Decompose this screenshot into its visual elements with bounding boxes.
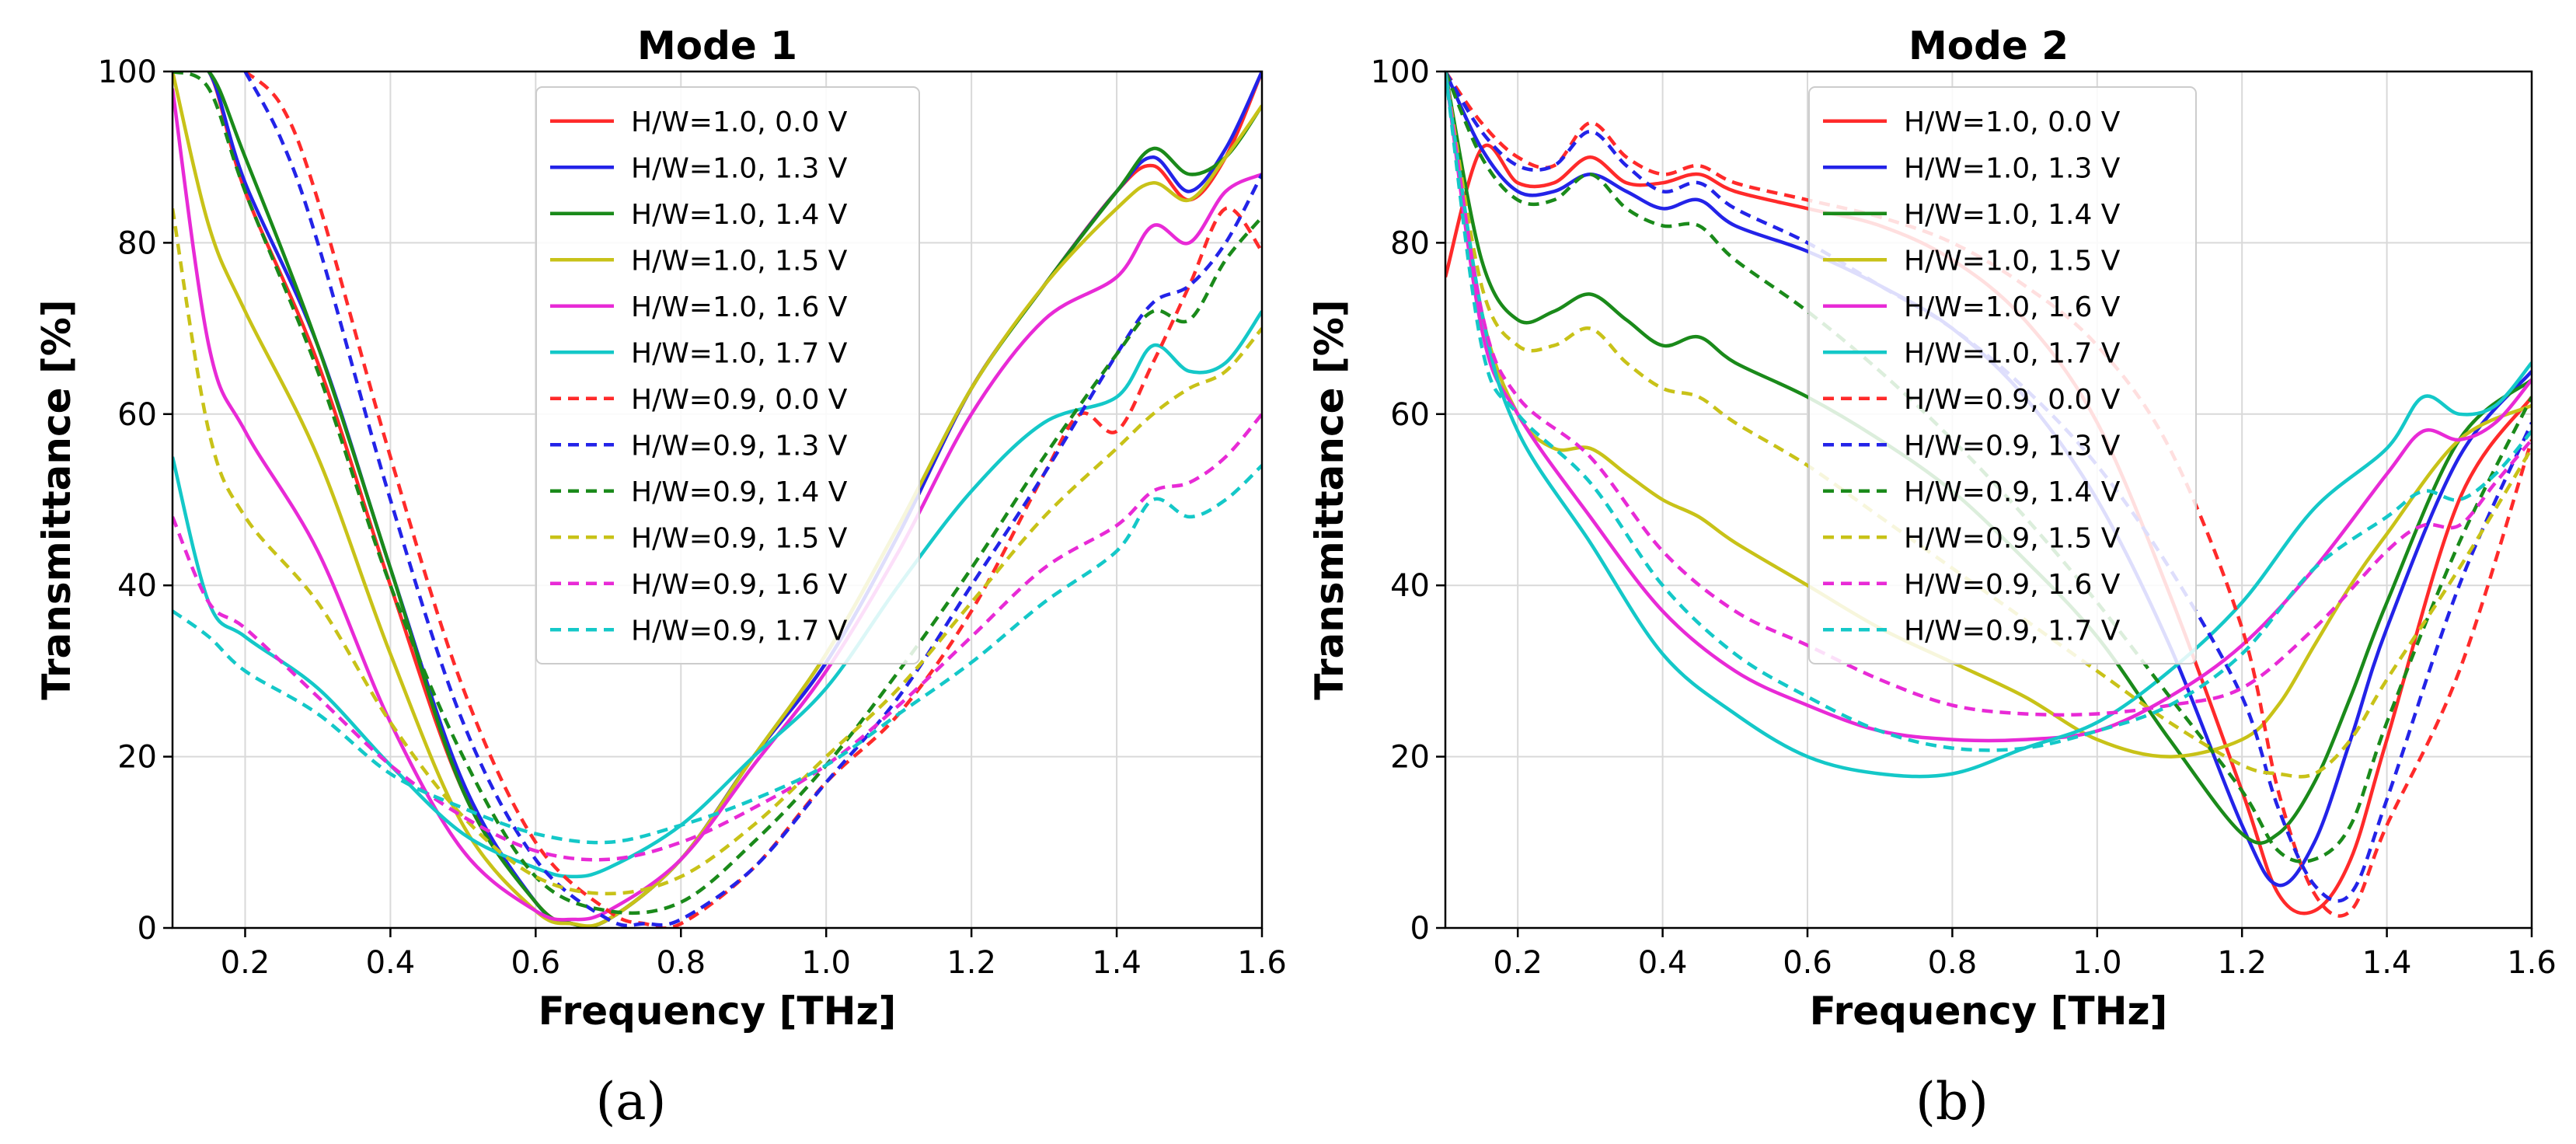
legend-entry-label: H/W=0.9, 1.5 V (1904, 522, 2121, 554)
y-axis-label: Transmittance [%] (34, 299, 79, 700)
legend-entry-label: H/W=0.9, 1.3 V (631, 430, 848, 462)
legend-entry-label: H/W=1.0, 1.5 V (1904, 245, 2121, 277)
y-tick-label: 20 (117, 740, 157, 776)
series-line-10 (173, 208, 1262, 896)
chart-title: Mode 1 (637, 23, 797, 68)
legend-entry-label: H/W=0.9, 1.7 V (631, 615, 848, 647)
legend-entry-label: H/W=0.9, 1.6 V (1904, 569, 2121, 601)
legend-entry-label: H/W=1.0, 1.7 V (631, 337, 848, 369)
x-tick-label: 1.0 (801, 945, 851, 981)
x-tick-label: 1.4 (1092, 945, 1142, 981)
y-tick-label: 0 (1410, 911, 1430, 947)
legend-entry-label: H/W=0.9, 1.5 V (631, 522, 848, 554)
legend-box (1808, 86, 2197, 664)
x-axis-label: Frequency [THz] (1810, 989, 2168, 1034)
series-line-10 (1445, 72, 2532, 779)
legend: H/W=1.0, 0.0 V H/W=1.0, 1.3 V H/W=1.0, 1.4… (535, 86, 920, 664)
series-line-12 (1445, 72, 2532, 752)
y-tick-label: 20 (1390, 740, 1430, 776)
legend: H/W=1.0, 0.0 V H/W=1.0, 1.3 V H/W=1.0, 1.4… (1808, 86, 2197, 664)
legend-entry-label: H/W=0.9, 1.7 V (1904, 615, 2121, 647)
y-axis-label: Transmittance [%] (1307, 299, 1352, 700)
x-tick-label: 1.0 (2072, 945, 2122, 981)
legend-entry-label: H/W=0.9, 1.4 V (631, 476, 848, 508)
legend-entry-label: H/W=1.0, 1.6 V (1904, 291, 2121, 323)
legend-entry-label: H/W=0.9, 1.4 V (1904, 476, 2121, 508)
legend-box (535, 86, 920, 664)
x-tick-label: 1.6 (2507, 945, 2557, 981)
x-axis-label: Frequency [THz] (539, 989, 897, 1034)
x-tick-label: 0.4 (366, 945, 416, 981)
legend-entry-label: H/W=0.9, 1.3 V (1904, 430, 2121, 462)
series-group (173, 72, 1262, 928)
y-tick-label: 40 (117, 568, 157, 604)
x-tick-label: 1.6 (1237, 945, 1287, 981)
x-tick-label: 1.4 (2362, 945, 2412, 981)
legend-entry-label: H/W=0.9, 1.6 V (631, 569, 848, 601)
x-tick-label: 0.4 (1638, 945, 1688, 981)
y-tick-label: 60 (1390, 397, 1430, 433)
y-tick-label: 0 (138, 911, 157, 947)
legend-entry-label: H/W=1.0, 1.6 V (631, 291, 848, 323)
y-tick-label: 100 (1371, 54, 1430, 90)
y-tick-label: 40 (1390, 568, 1430, 604)
y-tick-label: 60 (117, 397, 157, 433)
y-tick-label: 80 (117, 225, 157, 261)
legend-entry-label: H/W=1.0, 1.5 V (631, 245, 848, 277)
panel-label: (a) (596, 1072, 667, 1132)
legend-entry-label: H/W=1.0, 0.0 V (631, 106, 848, 138)
x-tick-label: 0.6 (1783, 945, 1832, 981)
legend-entry-label: H/W=1.0, 1.4 V (631, 199, 848, 231)
legend-entry-label: H/W=1.0, 0.0 V (1904, 106, 2121, 138)
series-line-11 (1445, 72, 2532, 717)
y-tick-label: 80 (1390, 225, 1430, 261)
y-tick-label: 100 (98, 54, 157, 90)
legend-entry-label: H/W=1.0, 1.3 V (631, 152, 848, 184)
series-line-11 (173, 413, 1262, 862)
series-line-6 (173, 310, 1262, 879)
panel-label: (b) (1915, 1072, 1989, 1132)
chart-title: Mode 2 (1908, 23, 2069, 68)
x-tick-label: 0.6 (511, 945, 561, 981)
axes-frame (1444, 70, 2533, 930)
x-tick-label: 0.2 (1493, 945, 1542, 981)
series-line-5 (173, 88, 1262, 922)
x-tick-label: 1.2 (2217, 945, 2267, 981)
x-tick-label: 1.2 (946, 945, 996, 981)
legend-entry-label: H/W=1.0, 1.3 V (1904, 152, 2121, 184)
axes-frame (171, 70, 1264, 930)
series-line-9 (173, 72, 1262, 916)
panel-a: (a) 0.2 0.4 0.6 0.8 1.0 1.2 1.4 1.6 0 20 40 60 80 100… (34, 23, 1287, 1132)
panel-b: (b) 0.2 0.4 0.6 0.8 1.0 1.2 1.4 1.6 0 20 40 60 80 100… (1307, 23, 2557, 1132)
legend-entry-label: H/W=0.9, 0.0 V (631, 384, 848, 416)
series-line-6 (1445, 72, 2532, 779)
legend-entry-label: H/W=1.0, 1.4 V (1904, 199, 2121, 231)
series-group (1445, 72, 2532, 918)
series-line-5 (1445, 72, 2532, 743)
x-tick-label: 0.8 (1928, 945, 1978, 981)
legend-entry-label: H/W=0.9, 0.0 V (1904, 384, 2121, 416)
x-tick-label: 0.2 (221, 945, 270, 981)
x-tick-label: 0.8 (656, 945, 706, 981)
legend-entry-label: H/W=1.0, 1.7 V (1904, 337, 2121, 369)
